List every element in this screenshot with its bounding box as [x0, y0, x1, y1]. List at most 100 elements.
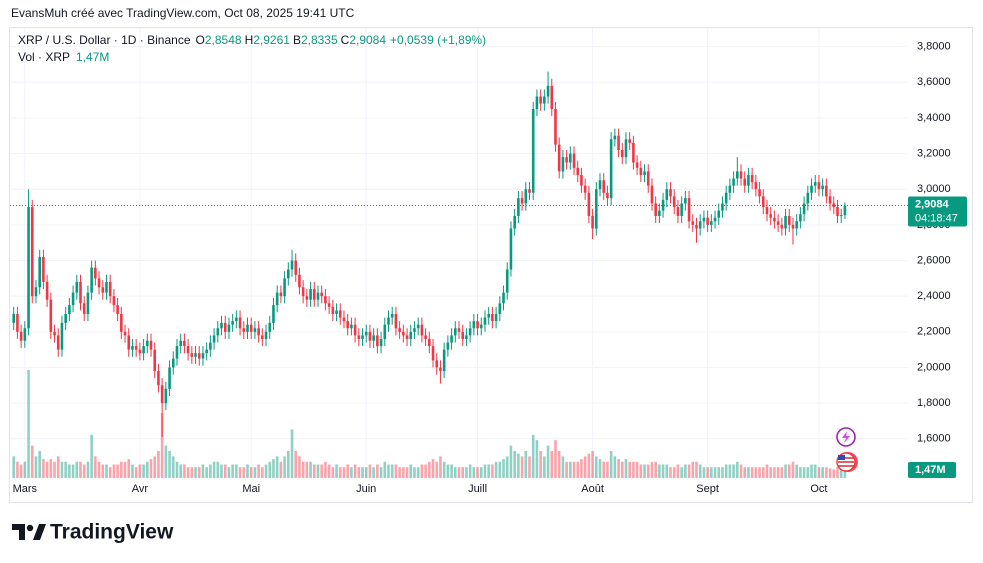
candle-body — [442, 349, 446, 372]
volume-bar — [160, 413, 164, 478]
candle-body — [583, 185, 587, 193]
volume-bar — [535, 440, 539, 478]
candle-body — [650, 185, 654, 204]
volume-bar — [825, 467, 828, 478]
candle-body — [776, 221, 780, 225]
volume-bar — [246, 464, 249, 478]
candle-body — [209, 342, 212, 350]
volume-bar — [19, 464, 23, 478]
candle-body — [431, 346, 435, 361]
candle-body — [758, 189, 761, 197]
volume-bar — [569, 461, 572, 478]
volume-bar — [405, 467, 409, 478]
candle-body — [609, 139, 613, 199]
x-tick-label: Juin — [356, 483, 376, 495]
volume-bar — [524, 450, 528, 478]
candle-body — [843, 205, 847, 216]
volume-bar — [413, 467, 416, 478]
volume-bar — [357, 467, 361, 478]
volume-title: Vol · XRP — [18, 50, 70, 64]
change: +0,0539 (+1,89%) — [390, 33, 486, 47]
volume-bar — [713, 467, 717, 478]
volume-bar — [316, 464, 320, 478]
candle-body — [30, 207, 34, 297]
candle-body — [483, 317, 487, 325]
candle-body — [357, 335, 361, 339]
candle-body — [665, 189, 669, 200]
candle-body — [554, 109, 557, 145]
volume-bar — [223, 464, 227, 478]
candle-body — [123, 331, 127, 336]
candle-body — [49, 299, 53, 332]
candle-body — [747, 174, 750, 186]
volume-bar — [498, 461, 502, 478]
candle-body — [142, 346, 145, 354]
volume-bar — [402, 467, 405, 478]
volume-bar — [799, 467, 802, 478]
candle-body — [817, 182, 821, 190]
volume-bar — [409, 464, 413, 478]
candle-body — [131, 346, 134, 350]
candle-body — [64, 314, 67, 323]
volume-bar — [368, 464, 372, 478]
volume-bar — [669, 467, 672, 478]
candle-body — [79, 281, 82, 304]
volume-bar — [695, 461, 698, 478]
volume-bar — [643, 464, 646, 478]
candle-body — [179, 340, 182, 347]
candle-body — [27, 207, 30, 329]
candle-body — [520, 198, 524, 204]
candle-body — [687, 198, 691, 222]
volume-bar — [802, 467, 806, 478]
candle-body — [283, 278, 286, 297]
volume-bar — [257, 464, 260, 478]
volume-bar — [754, 467, 758, 478]
volume-bar — [238, 467, 242, 478]
volume-bar — [134, 467, 138, 478]
candle-body — [298, 274, 301, 288]
ohlc-label: O — [196, 33, 205, 47]
candle-body — [75, 281, 79, 293]
volume-bar — [324, 461, 327, 478]
countdown: 04:18:47 — [915, 212, 958, 224]
volume-bar — [372, 467, 375, 478]
candle-body — [12, 314, 16, 323]
volume-bar — [12, 456, 16, 478]
candle-body — [546, 85, 550, 97]
candle-body — [535, 96, 539, 109]
candle-body — [168, 367, 171, 389]
candle-body — [60, 322, 64, 350]
candle-body — [272, 305, 275, 323]
candle-body — [38, 256, 41, 288]
volume-bar — [275, 456, 279, 478]
candle-body — [810, 185, 813, 193]
volume-bar — [157, 450, 160, 478]
ohlc-value: 2,8548 — [205, 33, 242, 47]
candle-body — [672, 196, 676, 208]
volume-bar — [676, 464, 680, 478]
volume-bar — [75, 461, 79, 478]
ohlc-value: 2,9084 — [349, 33, 386, 47]
candle-body — [257, 328, 260, 336]
volume-bar — [658, 464, 661, 478]
volume-bar — [335, 464, 338, 478]
x-tick-label: Mars — [13, 483, 38, 495]
candle-body — [468, 328, 472, 336]
volume-bar — [791, 461, 795, 478]
candle-body — [56, 335, 60, 350]
candle-body — [598, 180, 602, 190]
candle-body — [97, 278, 101, 288]
volume-bar — [390, 464, 394, 478]
volume-bar — [453, 467, 457, 478]
volume-bar — [747, 467, 750, 478]
candle-body — [127, 335, 131, 350]
candle-body — [71, 292, 75, 306]
candle-body — [157, 371, 160, 386]
volume-bar — [49, 459, 53, 478]
volume-bar — [435, 461, 439, 478]
candle-body — [42, 256, 45, 282]
volume-bar — [483, 464, 487, 478]
candle-body — [494, 314, 498, 322]
candle-body — [750, 174, 754, 183]
